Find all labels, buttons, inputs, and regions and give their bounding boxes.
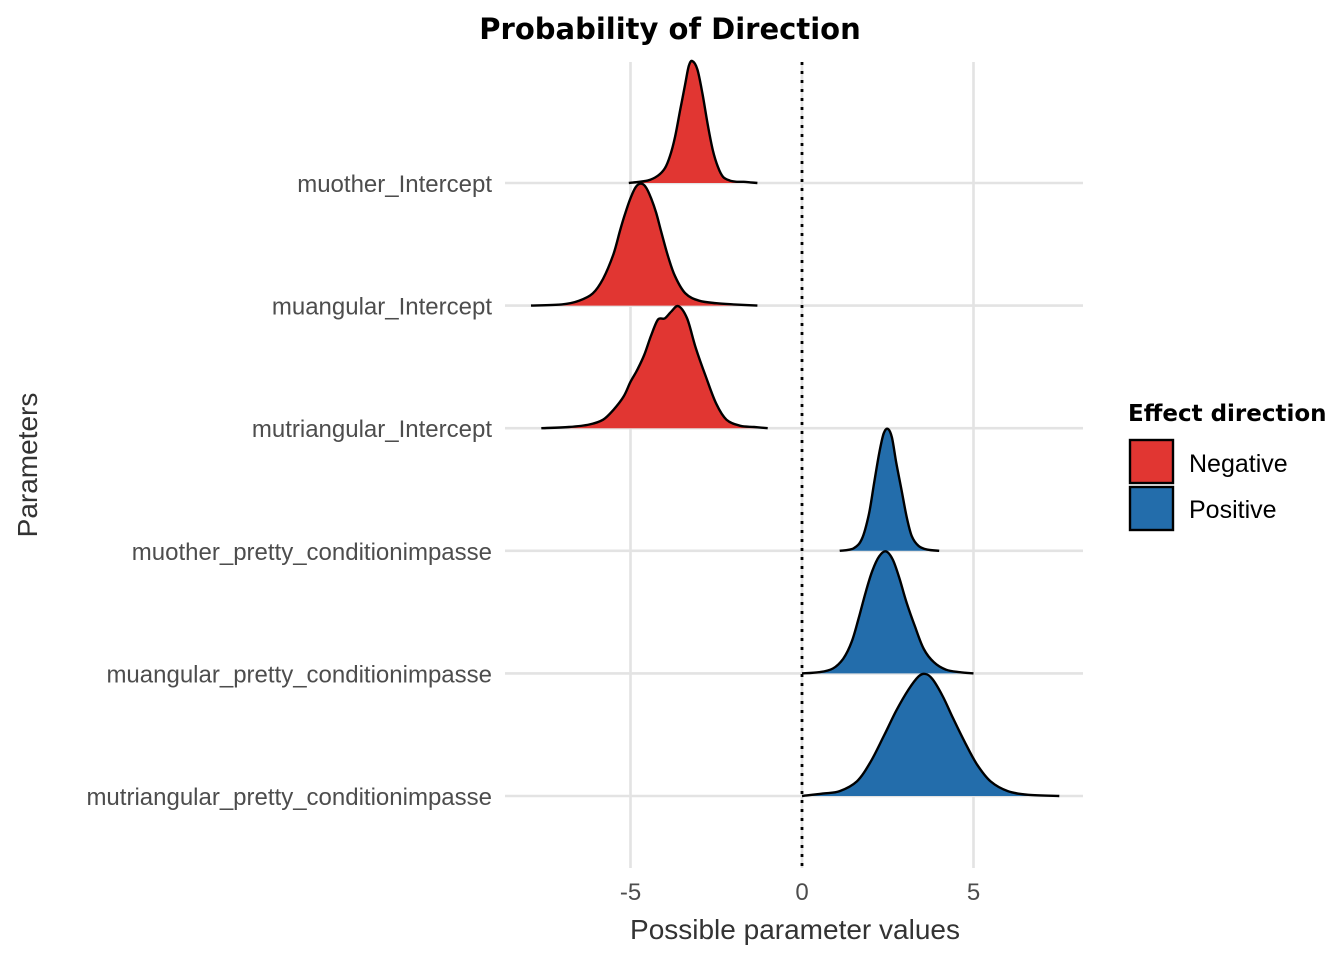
chart-title: Probability of Direction: [479, 12, 860, 46]
legend: Effect direction Negative Positive: [1128, 401, 1327, 532]
y-tick-labels: muother_Intercept muangular_Interceptmutr…: [86, 171, 492, 811]
ridge-fill-mutriangular_Intercept: [541, 305, 768, 429]
ridge-outline-muother_Intercept: [628, 59, 758, 185]
ridge-outline-muother_pretty_conditionimpasse: [839, 427, 940, 552]
ridge-fill-muother_Intercept: [628, 60, 758, 183]
y-tick-label: mutriangular_pretty_conditionimpasse: [86, 784, 492, 811]
y-tick-label: muangular_Intercept: [272, 294, 492, 321]
x-tick-label: -5: [620, 879, 641, 906]
y-tick-label: mutriangular_Intercept: [252, 416, 492, 443]
ridge-fill-muother_pretty_conditionimpasse: [839, 428, 940, 551]
x-tick-label: 5: [967, 879, 980, 906]
ridge-fill-muangular_Intercept: [531, 183, 758, 306]
legend-title: Effect direction: [1128, 401, 1327, 427]
gridlines: [505, 62, 1083, 868]
ridge-fill-mutriangular_pretty_conditionimpasse: [802, 673, 1060, 796]
legend-key-positive: [1128, 485, 1175, 532]
legend-key-negative: [1128, 438, 1175, 485]
ridge-outline-muangular_pretty_conditionimpasse: [801, 550, 974, 675]
legend-label-negative: Negative: [1189, 450, 1288, 478]
legend-label-positive: Positive: [1189, 496, 1277, 524]
x-tick-labels: -5 0 5: [620, 879, 980, 906]
ridge-fill-muangular_pretty_conditionimpasse: [802, 551, 974, 674]
ridge-outline-mutriangular_Intercept: [541, 304, 768, 430]
y-tick-label: muother_pretty_conditionimpasse: [132, 539, 492, 566]
y-tick-label: muother_Intercept: [297, 171, 492, 198]
y-tick-label: muangular_pretty_conditionimpasse: [106, 661, 492, 688]
x-tick-label: 0: [795, 879, 808, 906]
x-axis-title: Possible parameter values: [630, 914, 960, 945]
ridges: [530, 59, 1060, 798]
y-axis-title: Parameters: [12, 393, 43, 538]
ridge-outline-mutriangular_pretty_conditionimpasse: [801, 672, 1060, 798]
ridge-outline-muangular_Intercept: [530, 182, 758, 307]
